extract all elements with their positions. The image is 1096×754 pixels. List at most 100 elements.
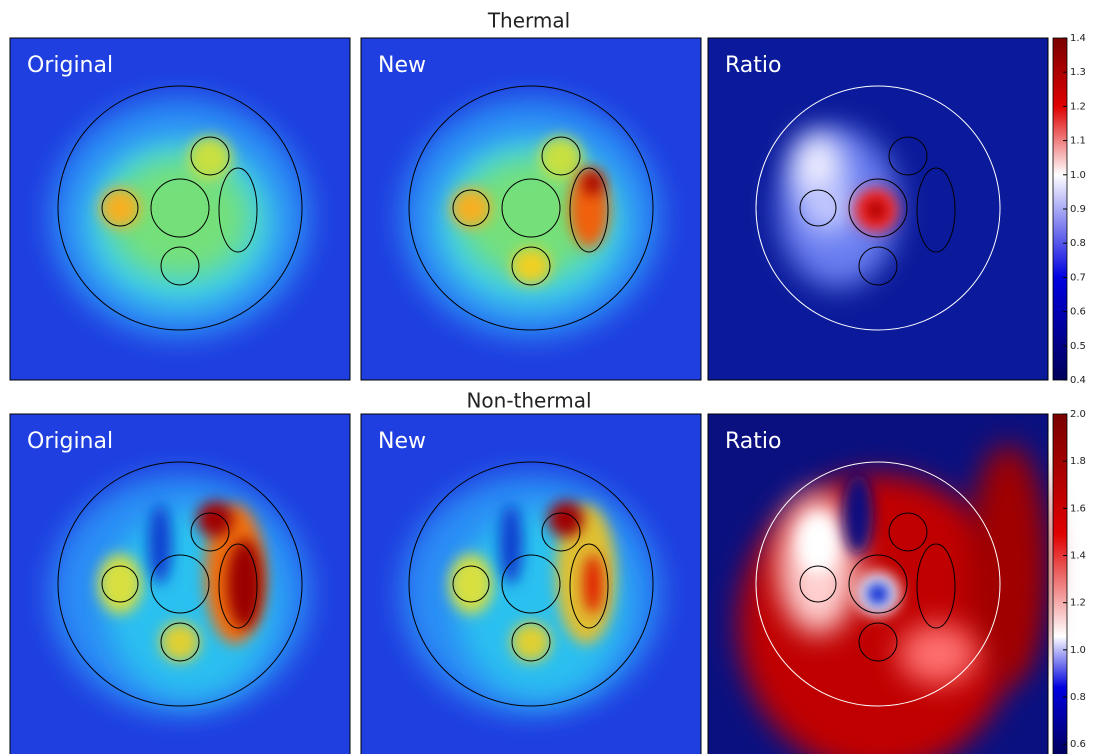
heatmap-panel: Ratio [707, 413, 1049, 754]
heat-blob [461, 158, 601, 278]
heat-blob [843, 474, 873, 554]
colorbar-tick-label: 0.6 [1070, 307, 1086, 318]
region [101, 189, 139, 227]
colorbar-tick-label: 1.2 [1070, 101, 1086, 112]
heat-blob [449, 554, 493, 614]
heat-blob [511, 248, 551, 284]
colorbar-tick-label: 0.5 [1070, 341, 1086, 352]
region [858, 246, 898, 286]
colorbar-tick-label: 0.6 [1070, 739, 1086, 750]
heatmap-panel: Original [9, 37, 351, 381]
panel-frame [9, 413, 351, 754]
heatmap-panel: New [360, 37, 702, 381]
panel-frame [9, 37, 351, 381]
region [848, 178, 908, 238]
heat-blob [866, 582, 890, 606]
region [511, 622, 551, 662]
colorbar-tick-label: 1.0 [1070, 170, 1086, 181]
region [858, 622, 898, 662]
heat-blob [451, 188, 491, 228]
colorbar-tick-label: 0.8 [1070, 238, 1086, 249]
panel-frame [360, 37, 702, 381]
heat-blob [511, 622, 551, 662]
row-title: Thermal [487, 9, 570, 33]
region [511, 246, 551, 286]
region [569, 167, 609, 253]
region [150, 178, 210, 238]
heat-blob [864, 198, 888, 222]
region [888, 136, 928, 176]
colorbar-tick-label: 1.3 [1070, 67, 1086, 78]
region [916, 167, 956, 253]
heat-blob [539, 136, 583, 180]
region [101, 565, 139, 603]
aperture [408, 461, 654, 707]
region [541, 512, 581, 552]
heatmap-panel: Original [9, 413, 351, 754]
colorbar [1052, 413, 1068, 754]
region [848, 554, 908, 614]
colorbar-tick-label: 1.4 [1070, 33, 1086, 44]
heat-blob [227, 539, 263, 629]
panel-frame [707, 37, 1049, 381]
heat-blob [160, 622, 200, 662]
aperture [57, 85, 303, 331]
panel-label: Ratio [725, 429, 781, 454]
region [452, 565, 490, 603]
region [888, 512, 928, 552]
region [799, 189, 837, 227]
heat-blob [188, 136, 232, 180]
heat-blob [110, 158, 250, 278]
heat-blob [583, 554, 603, 614]
region [501, 178, 561, 238]
heat-blob [499, 504, 523, 584]
region [160, 622, 200, 662]
colorbar-tick-label: 1.1 [1070, 136, 1086, 147]
heat-blob [98, 554, 142, 614]
panel-label: New [378, 53, 426, 78]
region [218, 543, 258, 629]
panel-frame [707, 413, 1049, 754]
region [569, 543, 609, 629]
heat-blob [197, 501, 233, 537]
heat-blob [898, 624, 978, 684]
region [501, 554, 561, 614]
aperture [408, 85, 654, 331]
heat-blob [548, 501, 584, 537]
region [218, 167, 258, 253]
colorbar-tick-label: 0.7 [1070, 272, 1086, 283]
region [541, 136, 581, 176]
colorbar-tick-label: 1.8 [1070, 456, 1086, 467]
heat-blob [798, 514, 838, 574]
colorbar-tick-label: 0.8 [1070, 692, 1086, 703]
region [150, 554, 210, 614]
panel-label: Original [27, 53, 113, 78]
region [799, 565, 837, 603]
row-title: Non-thermal [466, 389, 591, 413]
aperture [755, 461, 1001, 707]
colorbar-tick-label: 0.4 [1070, 375, 1086, 386]
heat-blob [100, 188, 140, 228]
aperture [755, 85, 1001, 331]
panel-frame [360, 413, 702, 754]
heatmap-panel: Ratio [707, 37, 1049, 381]
region [190, 136, 230, 176]
region [160, 246, 200, 286]
aperture [57, 461, 303, 707]
heat-blob [583, 171, 603, 195]
heatmap-panel: New [360, 413, 702, 754]
colorbar-tick-label: 1.6 [1070, 503, 1086, 514]
panel-label: New [378, 429, 426, 454]
colorbar-tick-label: 0.9 [1070, 204, 1086, 215]
figure-body: Thermal Original New Ratio 0.4 0.5 0.6 0.7 0.8 0.… [9, 9, 1086, 754]
region [452, 189, 490, 227]
region [190, 512, 230, 552]
heat-blob [968, 444, 1048, 684]
heat-blob [803, 183, 853, 233]
panel-label: Original [27, 429, 113, 454]
colorbar-tick-label: 1.4 [1070, 551, 1086, 562]
region [916, 543, 956, 629]
heat-blob [148, 504, 172, 584]
colorbar-tick-label: 1.0 [1070, 645, 1086, 656]
